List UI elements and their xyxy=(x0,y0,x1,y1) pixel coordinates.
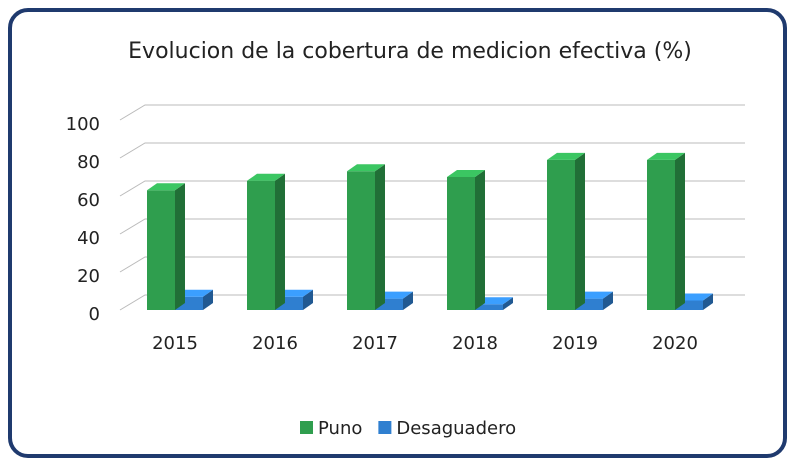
bar-front xyxy=(647,159,675,310)
bar-side xyxy=(203,289,213,310)
bar-side xyxy=(375,164,385,310)
bar-front xyxy=(347,171,375,310)
bar-front xyxy=(547,159,575,310)
x-tick-label: 2018 xyxy=(452,333,498,354)
bar-front xyxy=(247,180,275,310)
bar xyxy=(447,170,485,310)
bar xyxy=(247,173,285,310)
legend-label: Puno xyxy=(318,418,362,439)
grid-line xyxy=(119,218,745,235)
chart-border xyxy=(8,8,787,458)
y-tick-label: 60 xyxy=(77,190,100,211)
bar-side xyxy=(475,170,485,310)
y-tick-label: 40 xyxy=(77,228,100,249)
grid-line xyxy=(119,294,745,311)
bar-side xyxy=(303,289,313,310)
bar xyxy=(147,183,185,310)
bar-top xyxy=(247,173,285,181)
x-tick-label: 2015 xyxy=(152,333,198,354)
bar-top xyxy=(347,164,385,172)
x-tick-label: 2019 xyxy=(552,333,598,354)
bar-side xyxy=(603,291,613,310)
legend-label: Desaguadero xyxy=(396,418,516,439)
bar xyxy=(647,152,685,310)
bar-top xyxy=(547,152,585,160)
bar-top xyxy=(647,152,685,160)
bar-side xyxy=(703,293,713,310)
legend-swatch xyxy=(378,421,392,434)
bar-top xyxy=(447,170,485,177)
y-tick-label: 80 xyxy=(77,152,100,173)
bar-front xyxy=(447,177,475,310)
legend-swatch xyxy=(300,421,313,434)
bar-side xyxy=(403,291,413,310)
x-tick-label: 2016 xyxy=(252,333,298,354)
bar-top xyxy=(147,183,185,191)
y-tick-label: 20 xyxy=(77,266,100,287)
bar-side xyxy=(275,173,285,310)
grid-line xyxy=(119,256,745,273)
bar xyxy=(347,164,385,310)
bar-side xyxy=(175,183,185,310)
bar-front xyxy=(147,190,175,310)
bar-side xyxy=(503,297,513,310)
chart-title: Evolucion de la cobertura de medicion ef… xyxy=(128,39,692,64)
bar xyxy=(547,152,585,310)
bar-front xyxy=(475,304,503,310)
bar-side xyxy=(575,152,585,310)
bar-side xyxy=(675,152,685,310)
grid-line xyxy=(119,104,745,121)
grid-line xyxy=(119,142,745,159)
y-tick-label: 0 xyxy=(89,304,100,325)
grid-line xyxy=(119,180,745,197)
x-tick-label: 2017 xyxy=(352,333,398,354)
x-tick-label: 2020 xyxy=(652,333,698,354)
y-tick-label: 100 xyxy=(66,114,100,135)
